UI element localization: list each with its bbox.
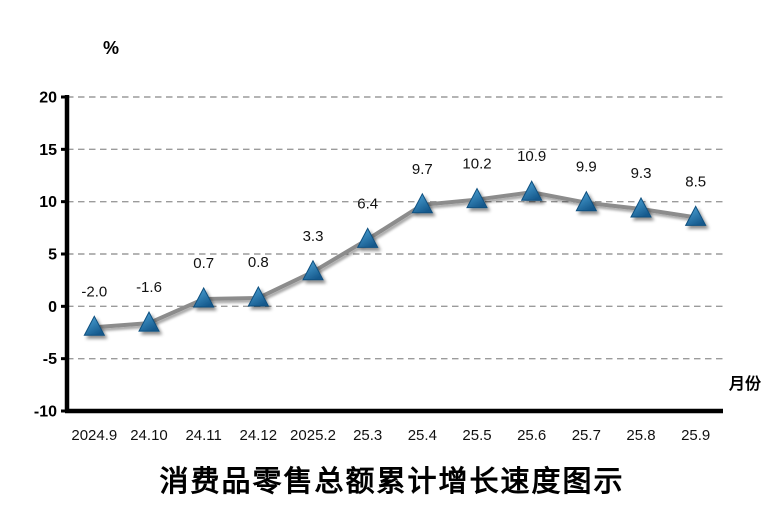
x-axis-category-label: 24.11 [185,427,221,444]
x-axis-category-label: 25.4 [408,427,437,444]
data-point-marker [302,259,324,281]
data-point-value-label: 0.7 [193,255,214,272]
y-axis-tick-label: 15 [39,142,57,159]
x-axis-category-label: 25.6 [517,427,546,444]
data-point-value-label: 6.4 [357,195,378,212]
x-axis-category-label: 25.7 [572,427,601,444]
data-point-marker [411,192,434,214]
data-point-marker [138,311,160,332]
y-axis-unit-label: % [103,38,120,58]
x-axis-category-label: 25.8 [626,427,655,444]
x-axis-category-label: 25.5 [462,427,491,444]
data-point-value-label: -1.6 [136,279,162,296]
data-point-marker [356,227,379,248]
y-axis-tick-label: 10 [39,194,57,211]
data-point-value-label: 9.3 [631,165,652,182]
chart-title: 消费品零售总额累计增长速度图示 [159,464,625,498]
x-axis-category-label: 2025.2 [290,427,336,444]
data-point-value-label: 0.8 [248,254,269,271]
data-point-marker [192,286,215,308]
x-axis-category-label: 25.3 [353,427,382,444]
x-axis-category-label: 24.10 [130,427,168,444]
y-axis-tick-label: -10 [34,404,57,421]
data-point-marker [247,285,270,307]
data-point-marker [83,315,106,336]
data-point-value-label: -2.0 [81,283,107,300]
y-axis-tick-label: 20 [39,90,57,107]
series-line [92,190,698,330]
x-axis-category-label: 2024.9 [71,427,117,444]
data-point-value-label: 8.5 [685,173,706,190]
data-point-value-label: 9.7 [412,161,433,178]
data-point-value-label: 3.3 [303,228,324,245]
x-axis-category-label: 24.12 [240,427,278,444]
y-axis-tick-label: -5 [43,351,57,368]
y-axis-tick-label: 0 [48,299,57,316]
x-axis-unit-label: 月份 [729,376,762,393]
data-point-marker [520,180,543,201]
y-axis-tick-label: 5 [48,247,57,264]
data-point-value-label: 10.2 [462,156,491,173]
data-point-marker [466,187,488,209]
data-point-value-label: 9.9 [576,159,597,176]
x-axis-category-label: 25.9 [681,427,710,444]
data-point-marker [684,205,707,226]
data-point-marker [575,190,598,212]
data-point-value-label: 10.9 [517,148,546,165]
data-point-marker [630,196,652,218]
